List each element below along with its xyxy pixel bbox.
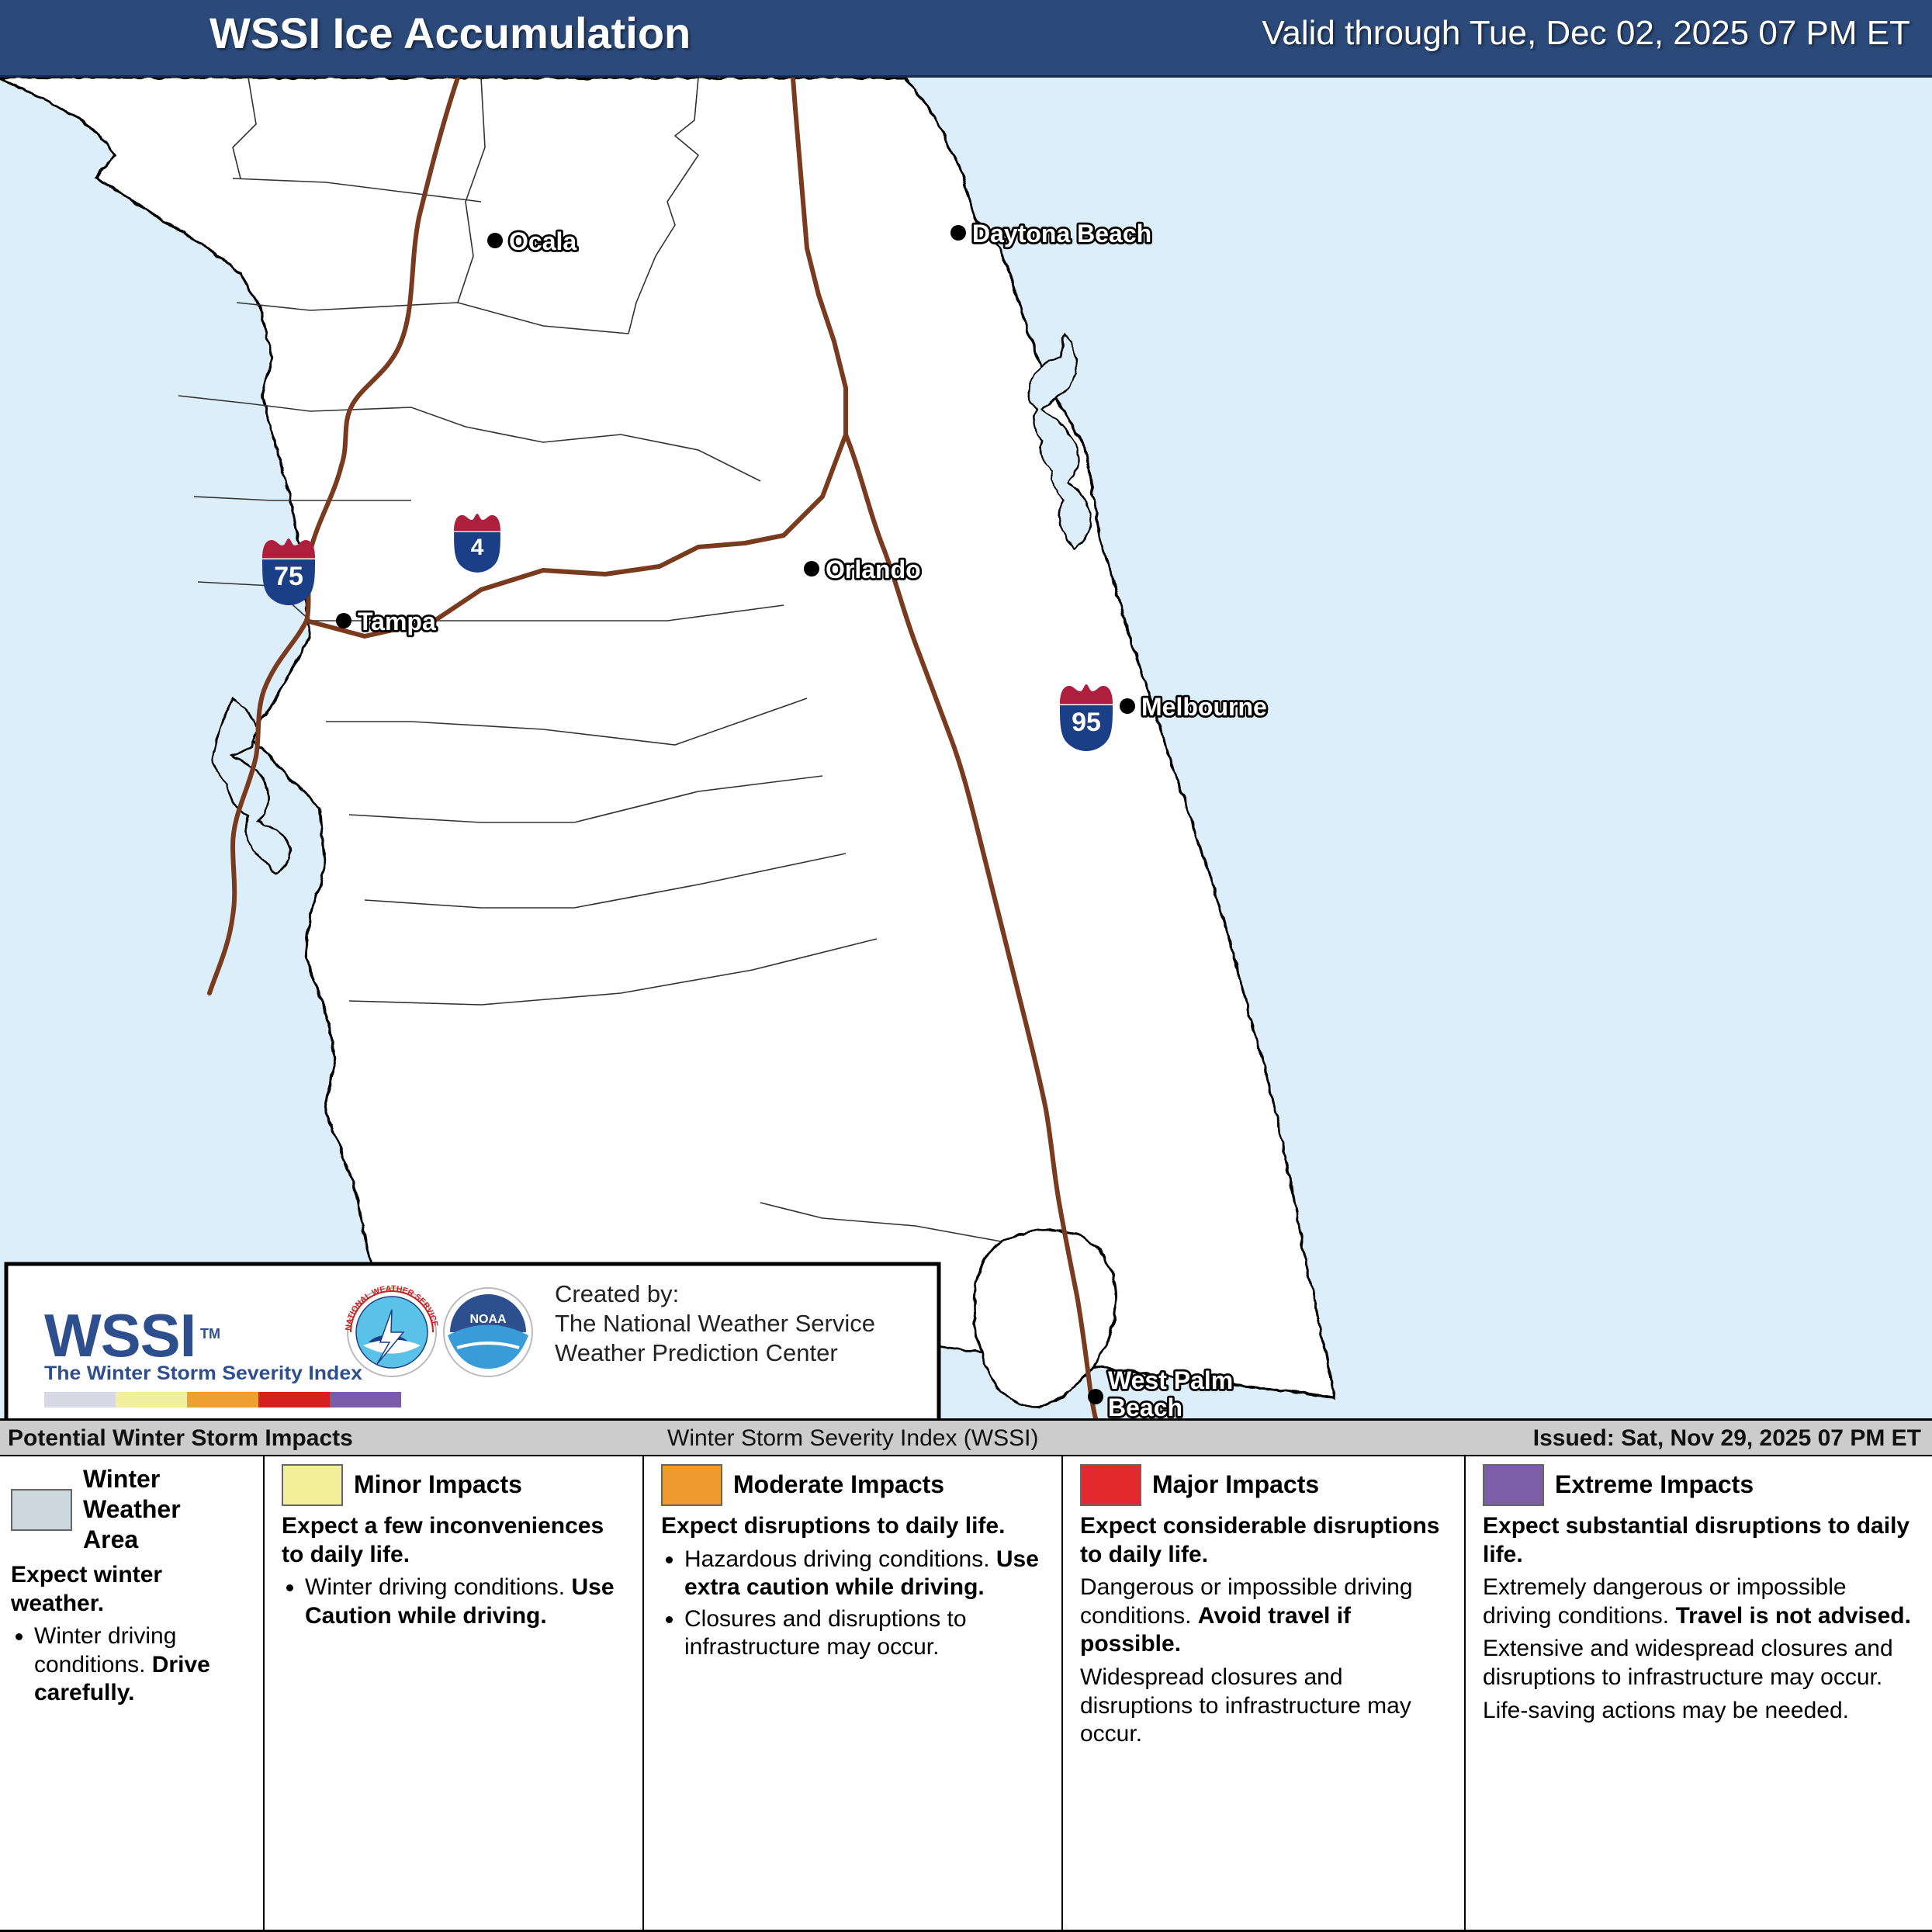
svg-text:NOAA: NOAA [469,1313,507,1326]
svg-text:Ocala: Ocala [509,227,576,255]
svg-text:Created by:: Created by: [555,1280,679,1307]
svg-text:Melbourne: Melbourne [1141,693,1267,721]
svg-text:Daytona Beach: Daytona Beach [972,220,1151,248]
svg-text:West Palm: West Palm [1108,1366,1233,1394]
svg-text:Orlando: Orlando [826,556,921,583]
svg-text:The National Weather Service: The National Weather Service [555,1310,875,1337]
svg-text:The Winter Storm Severity Inde: The Winter Storm Severity Index [44,1362,362,1384]
svg-text:Beach: Beach [1108,1394,1182,1418]
svg-text:Weather Prediction Center: Weather Prediction Center [555,1339,838,1366]
svg-text:Tampa: Tampa [358,608,436,635]
svg-text:95: 95 [1072,708,1101,737]
svg-text:TM: TM [200,1326,220,1342]
svg-text:75: 75 [274,562,303,591]
svg-text:WSSI: WSSI [44,1301,196,1369]
svg-text:4: 4 [471,535,484,560]
